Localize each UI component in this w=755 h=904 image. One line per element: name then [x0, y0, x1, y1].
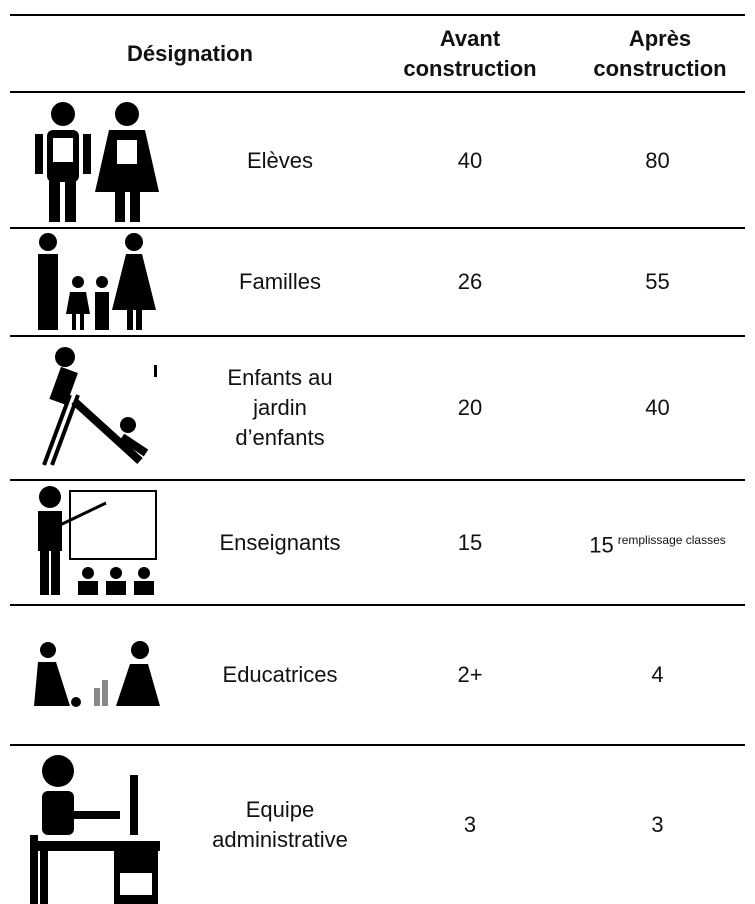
header-after-line: construction — [593, 55, 727, 81]
after-value-line: 3 — [651, 811, 664, 837]
after-value-line: 55 — [645, 269, 670, 294]
before-value: 3 — [400, 745, 540, 904]
designation: Elèves — [195, 93, 365, 228]
after-value-line: 40 — [645, 395, 670, 420]
header-after-line: Après — [628, 25, 692, 51]
header-designation: Désignation — [100, 16, 280, 91]
after-value: 55 — [560, 228, 755, 336]
after-value: 15 remplissage classes — [560, 480, 755, 605]
designation: Educatrices — [195, 605, 365, 745]
before-value: 20 — [400, 336, 540, 480]
after-value: 80 — [560, 93, 755, 228]
designation-line: d’enfants — [235, 425, 325, 450]
before-value: 26 — [400, 228, 540, 336]
students-icon — [35, 102, 159, 222]
row-rule — [10, 335, 745, 337]
family-icon — [38, 233, 156, 330]
after-note: remplissage classes — [617, 532, 726, 547]
header-before: Avant construction — [385, 16, 555, 91]
before-value-line: 26 — [457, 269, 483, 294]
slide-icon — [42, 347, 157, 466]
row-rule — [10, 604, 745, 606]
top-rule — [10, 14, 745, 16]
header-after: Après construction — [575, 16, 745, 91]
designation: Enseignants — [195, 480, 365, 605]
designation-line: Elèves — [246, 147, 314, 173]
before-value-line: 40 — [457, 147, 483, 173]
before-value-line: 15 — [457, 529, 483, 555]
before-value-line: 3 — [463, 811, 477, 837]
row-rule — [10, 227, 745, 229]
designation: Enfants au jardin d’enfants — [195, 336, 365, 480]
before-value: 2+ — [400, 605, 540, 745]
before-value-line: 20 — [457, 395, 483, 420]
educators-icon — [34, 641, 160, 707]
after-value-line: 4 — [651, 662, 664, 687]
after-value-line: 80 — [645, 147, 670, 173]
after-value: 40 — [560, 336, 755, 480]
designation-line: Familles — [239, 269, 321, 294]
admin-icon — [30, 755, 160, 904]
before-value-line: 2+ — [457, 662, 483, 687]
header-before-line: construction — [403, 55, 537, 81]
header-designation-line: Désignation — [127, 40, 253, 66]
header-rule — [10, 91, 745, 93]
before-value: 15 — [400, 480, 540, 605]
designation-line: Educatrices — [222, 662, 338, 687]
designation: Equipe administrative — [195, 745, 365, 904]
row-rule — [10, 479, 745, 481]
after-value: 4 — [560, 605, 755, 745]
row-rule — [10, 744, 745, 746]
before-value: 40 — [400, 93, 540, 228]
header-before-line: Avant — [439, 25, 501, 51]
designation-line: Enfants au — [227, 365, 333, 390]
after-value-line: 15 remplissage classes — [589, 532, 726, 558]
designation: Familles — [195, 228, 365, 336]
designation-line: jardin — [253, 395, 307, 420]
designation-line: Enseignants — [219, 529, 341, 555]
after-value: 3 — [560, 745, 755, 904]
designation-line: administrative — [212, 826, 348, 852]
teacher-icon — [38, 486, 157, 595]
designation-line: Equipe — [245, 796, 315, 822]
